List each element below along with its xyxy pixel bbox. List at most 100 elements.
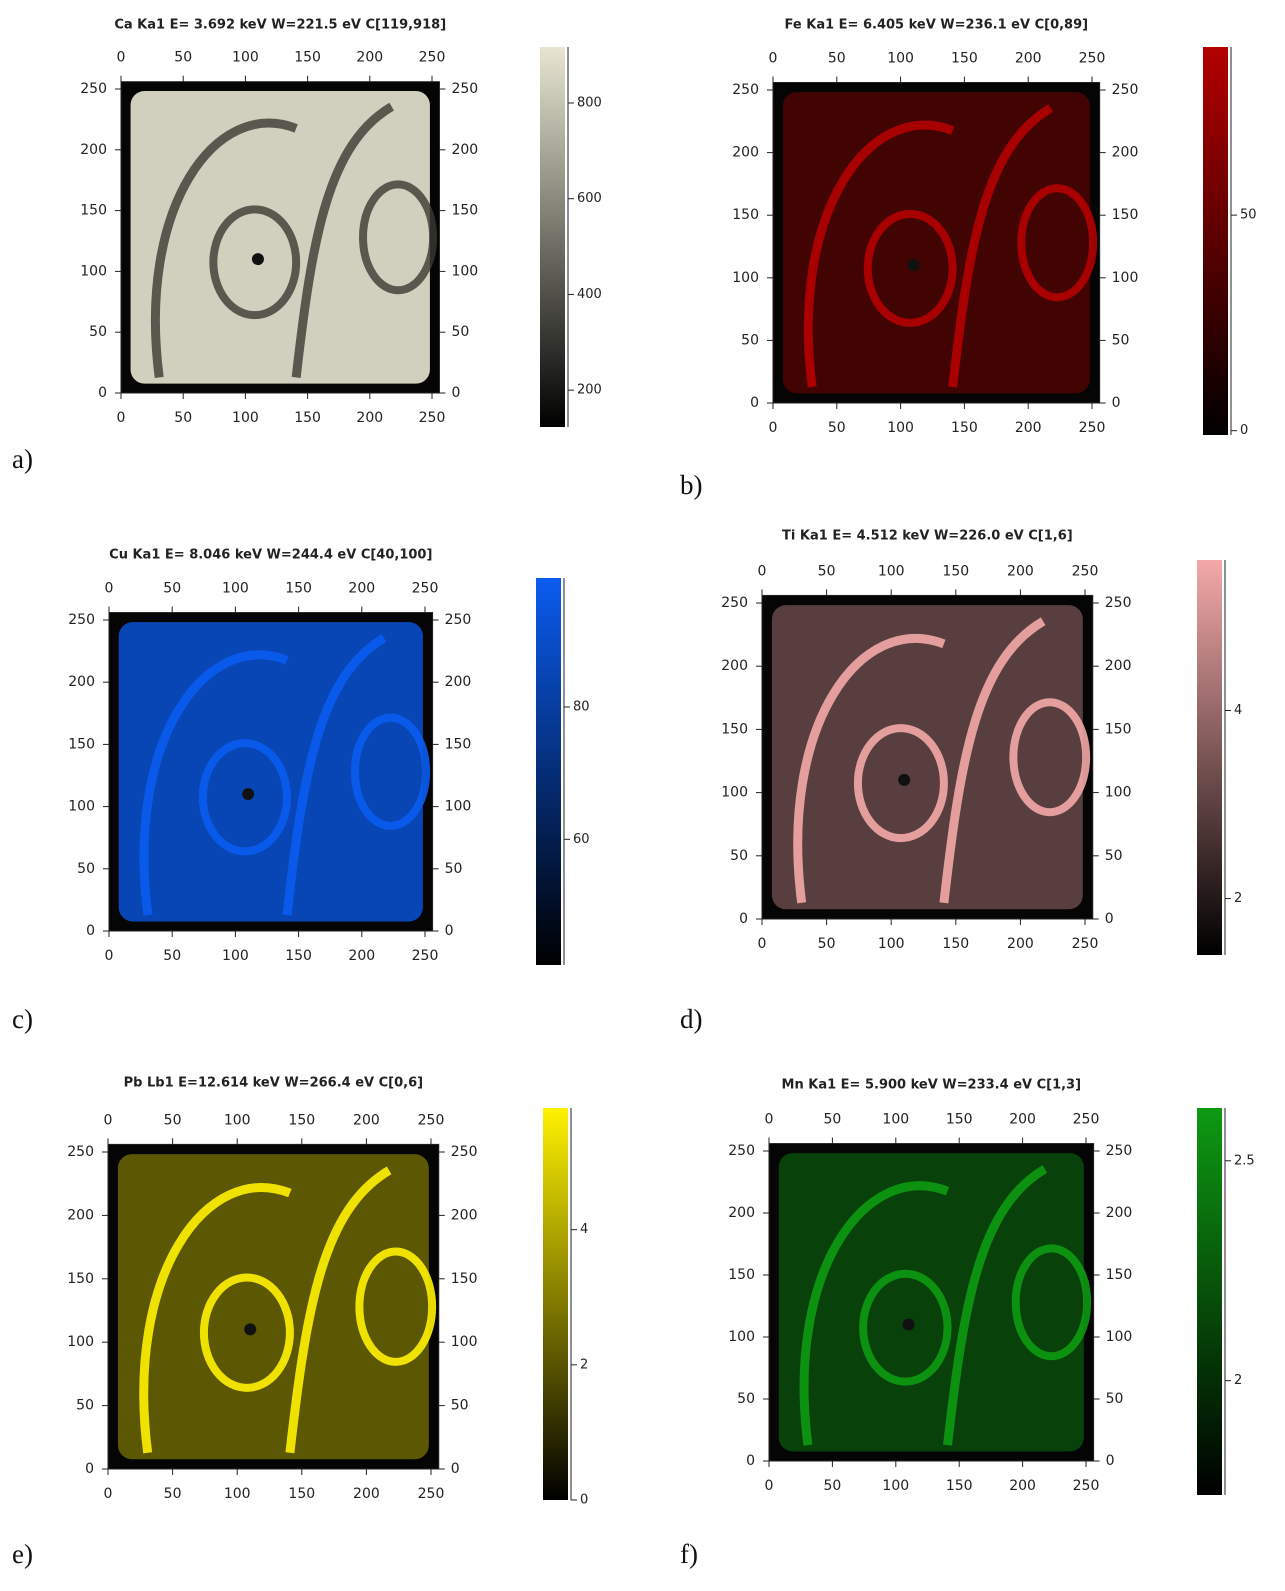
x-tick-label: 100 (878, 563, 905, 579)
image-feature (943, 1165, 1048, 1446)
x-tick-label: 200 (1007, 563, 1034, 579)
y-tick-label: 0 (1106, 1453, 1115, 1469)
map-image (109, 612, 433, 931)
colorbar-tick-label: 400 (577, 287, 602, 302)
y-tick-label: 50 (1105, 848, 1123, 864)
x-tick-label: 150 (946, 1112, 973, 1128)
x-tick-label: 100 (887, 50, 914, 66)
x-tick-label: 150 (294, 50, 321, 66)
y-tick-label: 100 (67, 1334, 94, 1350)
image-feature (150, 118, 298, 379)
panel-title: Ca Ka1 E= 3.692 keV W=221.5 eV C[119,918… (114, 18, 446, 33)
y-tick-label: 50 (741, 332, 759, 348)
y-tick-label: 250 (721, 595, 748, 611)
x-tick-label: 50 (828, 420, 846, 436)
x-tick-label: 0 (117, 410, 126, 426)
y-tick-label: 50 (1112, 332, 1130, 348)
y-tick-label: 150 (445, 736, 472, 752)
panel-label: b) (680, 470, 703, 500)
x-tick-label: 50 (174, 50, 192, 66)
y-tick-label: 50 (76, 1398, 94, 1414)
x-tick-label: 0 (769, 50, 778, 66)
x-tick-label: 200 (1015, 420, 1042, 436)
colorbar (1197, 1108, 1222, 1495)
panel-title: Fe Ka1 E= 6.405 keV W=236.1 eV C[0,89] (785, 18, 1089, 33)
x-tick-label: 200 (1007, 936, 1034, 952)
x-tick-label: 100 (222, 948, 249, 964)
x-tick-label: 250 (1079, 50, 1106, 66)
x-tick-label: 0 (765, 1112, 774, 1128)
colorbar-tick-label: 2.5 (1234, 1153, 1255, 1168)
y-tick-label: 200 (721, 658, 748, 674)
image-feature (199, 1273, 294, 1392)
y-tick-label: 150 (68, 736, 95, 752)
y-tick-label: 0 (739, 911, 748, 927)
colorbar-tick-label: 0 (580, 1493, 588, 1508)
image-body (782, 92, 1090, 394)
y-tick-label: 0 (1105, 911, 1114, 927)
plot-frame (761, 594, 1094, 920)
panel-label: c) (12, 1004, 33, 1034)
x-tick-label: 0 (117, 50, 126, 66)
x-tick-label: 50 (164, 1112, 182, 1128)
image-feature (244, 1323, 257, 1336)
y-tick-label: 200 (67, 1207, 94, 1223)
x-tick-label: 0 (105, 581, 114, 597)
x-tick-label: 250 (1073, 1112, 1100, 1128)
image-feature (355, 1247, 437, 1366)
x-tick-label: 200 (356, 410, 383, 426)
y-tick-label: 200 (732, 145, 759, 161)
y-tick-label: 250 (732, 82, 759, 98)
x-tick-label: 100 (882, 1478, 909, 1494)
image-body (771, 605, 1083, 910)
x-tick-label: 150 (942, 563, 969, 579)
x-tick-label: 150 (288, 1486, 315, 1502)
map-image (121, 81, 440, 393)
y-tick-label: 150 (728, 1267, 755, 1283)
y-tick-label: 50 (737, 1391, 755, 1407)
x-tick-label: 150 (285, 948, 312, 964)
y-tick-label: 250 (451, 1144, 478, 1160)
colorbar-tick-label: 600 (577, 191, 602, 206)
x-tick-label: 150 (294, 410, 321, 426)
map-image (108, 1144, 439, 1469)
x-tick-label: 0 (104, 1112, 113, 1128)
y-tick-label: 100 (68, 799, 95, 815)
panel-title: Ti Ka1 E= 4.512 keV W=226.0 eV C[1,6] (782, 529, 1073, 544)
panel-label: f) (680, 1539, 698, 1569)
image-background (773, 82, 1100, 403)
colorbar (536, 578, 561, 965)
y-tick-label: 250 (1112, 82, 1139, 98)
y-tick-label: 150 (732, 207, 759, 223)
colorbar-tick-label: 2 (580, 1357, 588, 1372)
panel-label: d) (680, 1004, 703, 1034)
y-tick-label: 50 (89, 324, 107, 340)
colorbar-tick-label: 2 (1234, 1373, 1242, 1388)
y-tick-label: 200 (728, 1205, 755, 1221)
y-tick-label: 150 (80, 203, 107, 219)
panel-label: a) (12, 444, 33, 474)
x-tick-label: 50 (828, 50, 846, 66)
image-background (108, 1144, 439, 1469)
map-image (769, 1143, 1094, 1461)
plot-frame (768, 1143, 1095, 1462)
y-tick-label: 100 (1106, 1329, 1133, 1345)
x-tick-label: 150 (942, 936, 969, 952)
x-tick-label: 250 (412, 581, 439, 597)
panel-title: Mn Ka1 E= 5.900 keV W=233.4 eV C[1,3] (782, 1078, 1082, 1093)
y-tick-label: 200 (1105, 658, 1132, 674)
colorbar (540, 47, 565, 427)
x-tick-label: 250 (1072, 563, 1099, 579)
x-tick-label: 200 (1015, 50, 1042, 66)
y-tick-label: 200 (1112, 145, 1139, 161)
y-tick-label: 0 (98, 385, 107, 401)
y-tick-label: 250 (1105, 595, 1132, 611)
x-tick-label: 0 (758, 563, 767, 579)
x-tick-label: 100 (878, 936, 905, 952)
x-tick-label: 50 (163, 948, 181, 964)
y-tick-label: 150 (1105, 721, 1132, 737)
x-tick-label: 250 (419, 50, 446, 66)
image-feature (1009, 698, 1091, 817)
colorbar-tick-label: 60 (573, 832, 590, 847)
x-tick-label: 50 (164, 1486, 182, 1502)
